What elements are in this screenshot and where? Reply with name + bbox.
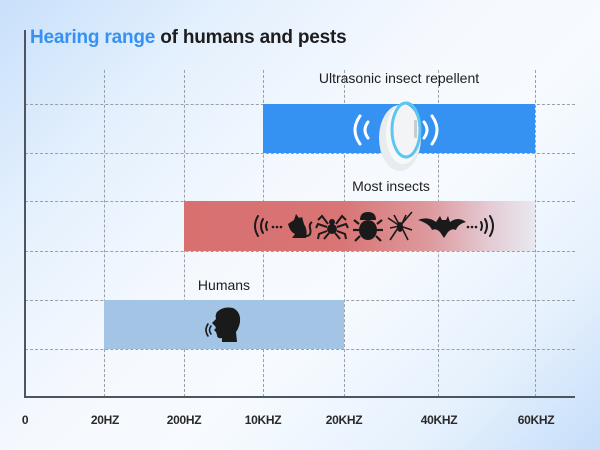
label-most-insects: Most insects (352, 178, 430, 194)
insect-icons (252, 210, 496, 242)
grid-vline (535, 70, 536, 397)
label-ultrasonic-repellent: Ultrasonic insect repellent (318, 70, 480, 86)
x-tick-200hz: 200HZ (166, 413, 202, 427)
speaking-head-icon (203, 306, 243, 344)
x-tick-20hz: 20HZ (90, 413, 120, 427)
title-rest: of humans and pests (155, 27, 347, 48)
x-tick-60khz: 60KHZ (517, 413, 555, 427)
y-axis (24, 30, 26, 398)
x-tick-40khz: 40KHZ (420, 413, 458, 427)
grid-hline (25, 349, 575, 350)
title-accent: Hearing range (30, 27, 156, 48)
x-tick-0: 0 (21, 413, 29, 427)
x-axis (24, 396, 575, 398)
insects-icon-strip (254, 211, 494, 242)
x-tick-10khz: 10KHZ (244, 413, 282, 427)
label-humans: Humans (197, 277, 251, 293)
x-tick-20khz: 20KHZ (325, 413, 363, 427)
chart-title: Hearing range of humans and pests (30, 27, 347, 49)
ultrasonic-device-icon (346, 98, 452, 174)
grid-hline (25, 251, 575, 252)
grid-hline (25, 153, 575, 154)
grid-vline (104, 70, 105, 397)
